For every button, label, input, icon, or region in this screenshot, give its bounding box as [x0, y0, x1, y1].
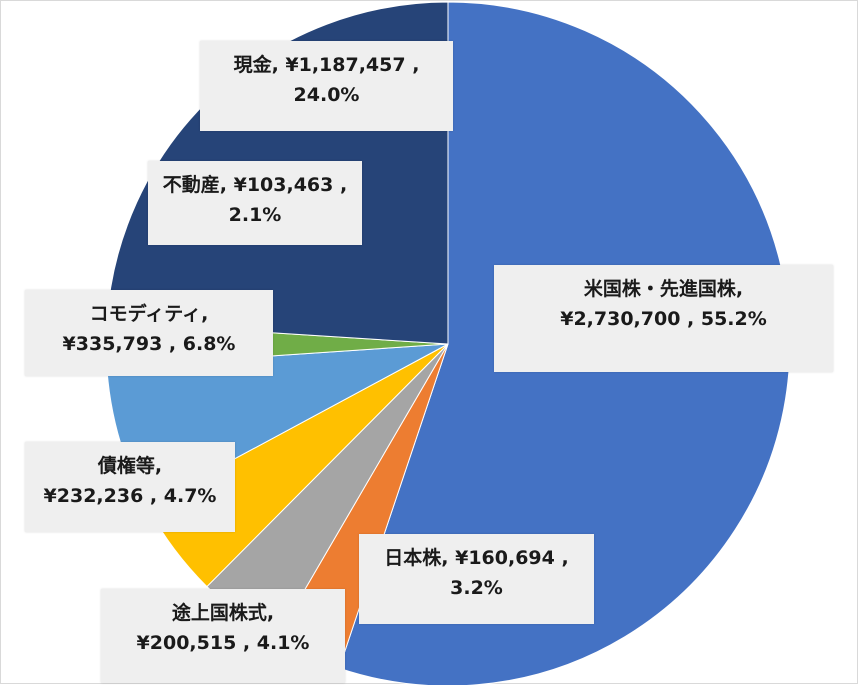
data-label-real-estate: 不動産, ¥103,463 , 2.1%: [148, 161, 362, 245]
data-label-commodities: コモディティ, ¥335,793 , 6.8%: [25, 290, 273, 376]
data-label-us-developed-stocks: 米国株・先進国株, ¥2,730,700 , 55.2%: [494, 265, 833, 372]
data-label-bonds: 債権等, ¥232,236 , 4.7%: [25, 442, 235, 532]
data-label-emerging-stocks: 途上国株式, ¥200,515 , 4.1%: [101, 589, 345, 683]
data-label-cash: 現金, ¥1,187,457 , 24.0%: [200, 41, 453, 131]
data-label-japan-stocks: 日本株, ¥160,694 , 3.2%: [359, 534, 594, 624]
